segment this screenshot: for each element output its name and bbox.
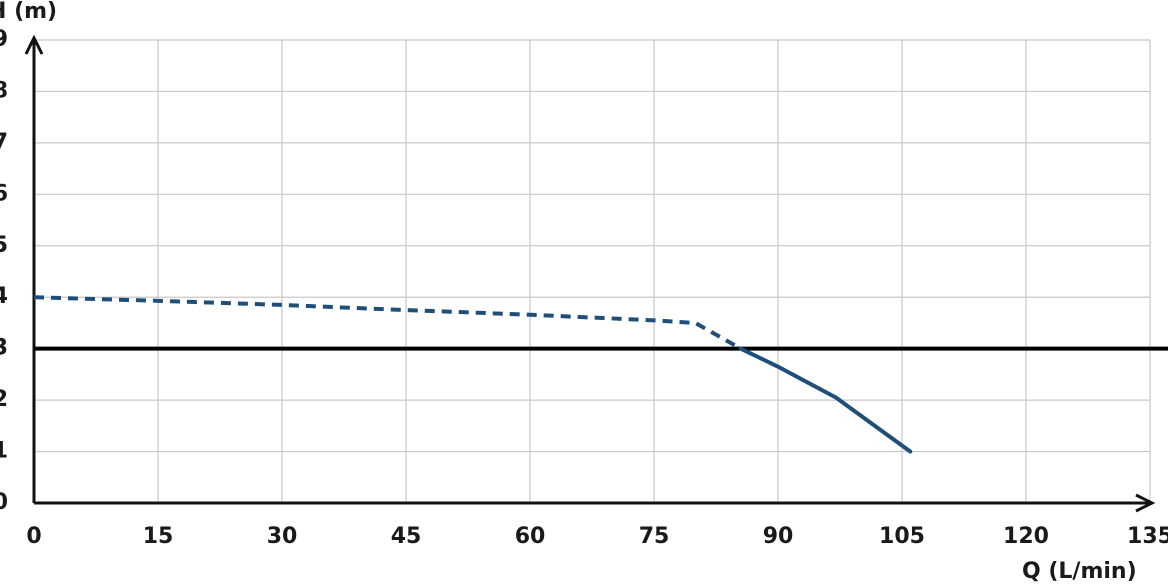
- x-tick-label: 15: [143, 524, 174, 549]
- x-tick-label: 30: [267, 524, 298, 549]
- y-tick-label: 5: [0, 233, 8, 258]
- y-tick-label: 6: [0, 181, 8, 206]
- y-axis-arrow: [24, 34, 44, 55]
- x-tick-label: 0: [26, 524, 41, 549]
- y-tick-label: 2: [0, 387, 8, 412]
- y-tick-label: 1: [0, 439, 8, 464]
- curve: [33, 295, 742, 351]
- x-tick-label: 105: [879, 524, 925, 549]
- x-tick-label: 120: [1003, 524, 1049, 549]
- x-tick-label: 90: [763, 524, 794, 549]
- y-tick-label: 0: [0, 490, 8, 515]
- y-tick-label: 7: [0, 130, 8, 155]
- x-tick-label: 60: [515, 524, 546, 549]
- y-tick-label: 9: [0, 27, 8, 52]
- x-axis-arrow: [1135, 493, 1156, 513]
- x-tick-label: 75: [639, 524, 670, 549]
- x-tick-label: 135: [1127, 524, 1168, 549]
- curve: [738, 346, 913, 454]
- x-tick-label: 45: [391, 524, 422, 549]
- y-tick-label: 4: [0, 284, 8, 309]
- y-tick-label: 8: [0, 78, 8, 103]
- x-axis-label: Q (L/min): [1022, 559, 1137, 584]
- y-tick-label: 3: [0, 336, 8, 361]
- y-axis-label: H (m): [0, 0, 57, 24]
